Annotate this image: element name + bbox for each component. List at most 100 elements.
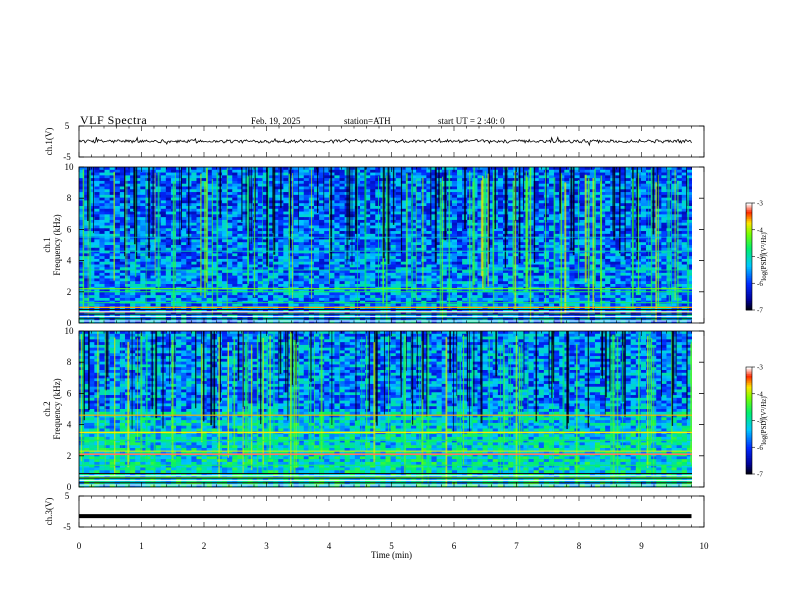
spectrogram-cell (104, 180, 110, 185)
spectrogram-cell (130, 183, 136, 187)
spectrogram-cell (426, 186, 432, 190)
spectrogram-cell (548, 247, 555, 251)
spectrogram-cell (79, 233, 85, 237)
spectrogram-cell (257, 180, 264, 185)
spectrogram-cell (334, 194, 340, 198)
spectrogram-cell (181, 245, 187, 249)
spectrogram-cell (625, 261, 631, 265)
spectrogram-cell (216, 233, 223, 237)
spectrogram-cell (574, 267, 580, 271)
spectrogram-cell (104, 172, 110, 176)
spectrogram-cell (646, 200, 652, 204)
spectrogram-cell (252, 258, 259, 263)
spectrogram-cell (165, 236, 172, 240)
spectrogram-cell (109, 214, 116, 218)
spectrogram-cell (84, 239, 90, 243)
spectrogram-cell (216, 275, 223, 279)
spectrogram-cell (508, 183, 514, 187)
spectrogram-cell (518, 247, 524, 251)
spectrogram-cell (564, 183, 570, 187)
spectrogram-cell (610, 264, 616, 268)
spectrogram-cell (554, 189, 560, 193)
spectrogram-cell (313, 261, 320, 265)
spectrogram-cell (273, 219, 279, 224)
spectrogram-cell (298, 267, 305, 271)
spectrogram-cell (661, 253, 667, 257)
spectrogram-cell (104, 192, 110, 196)
spectrogram-cell (232, 258, 238, 263)
spectrogram-cell (600, 258, 606, 263)
spectrogram-cell (661, 183, 667, 187)
spectrogram-cell (548, 258, 555, 263)
spectrogram-cell (487, 272, 494, 276)
spectrogram-cell (416, 247, 422, 251)
spectrogram-cell (216, 258, 223, 263)
spectrogram-cell (594, 172, 601, 176)
spectrogram-cell (457, 186, 463, 190)
spectrogram-cell (176, 172, 182, 176)
spectrogram-cell (451, 270, 458, 274)
spectrogram-cell (319, 239, 325, 243)
spectrogram-cell (140, 228, 146, 232)
spectrogram-cell (242, 172, 248, 176)
spectrogram-cell (610, 245, 616, 249)
spectrogram-cell (268, 281, 274, 285)
spectrogram-cell (574, 231, 580, 235)
spectrogram-cell (140, 267, 146, 271)
spectrogram-cell (89, 178, 95, 182)
spectrogram-cell (216, 225, 223, 229)
spectrogram-cell (574, 253, 580, 257)
spectrogram-cell (160, 236, 167, 240)
spectrogram-cell (370, 222, 376, 226)
spectrogram-cell (130, 264, 136, 268)
spectrogram-cell (671, 192, 677, 196)
spectrogram-cell (181, 242, 187, 246)
spectrogram-cell (564, 219, 570, 224)
spectrogram-cell (79, 208, 85, 212)
spectrogram-cell (252, 272, 259, 276)
spectrogram-cell (661, 169, 667, 173)
spectrogram-cell (319, 247, 325, 251)
spectrogram-cell (548, 178, 555, 182)
spectrogram-cell (564, 267, 570, 271)
spectrogram-cell (160, 206, 167, 210)
spectrogram-cell (600, 186, 606, 190)
spectrogram-cell (620, 178, 626, 182)
spectrogram-cell (477, 242, 483, 246)
spectrogram-cell (365, 203, 371, 207)
spectrogram-cell (313, 253, 320, 257)
spectrogram-cell (569, 256, 575, 260)
spectrogram-cell (186, 253, 192, 257)
spectrogram-cell (656, 225, 662, 229)
spectrogram-cell (99, 245, 105, 249)
spectrogram-cell (671, 236, 677, 240)
spectrogram-cell (594, 178, 601, 182)
spectrogram-cell (273, 183, 279, 187)
spectrogram-cell (262, 228, 269, 232)
spectrogram-cell (242, 264, 248, 268)
spectrogram-cell (114, 281, 121, 285)
spectrogram-cell (268, 186, 274, 190)
spectrogram-cell (145, 217, 151, 221)
spectrogram-cell (140, 208, 146, 212)
spectrogram-cell (646, 225, 652, 229)
spectrogram-cell (237, 197, 243, 201)
spectrogram-cell (104, 178, 110, 182)
spectrogram-cell (262, 231, 269, 235)
spectrogram-cell (497, 183, 504, 187)
spectrogram-cell (344, 261, 351, 265)
spectrogram-cell (119, 247, 126, 251)
spectrogram-cell (114, 222, 121, 226)
spectrogram-cell (375, 239, 381, 243)
spectrogram-cell (140, 258, 146, 263)
spectrogram-cell (257, 206, 264, 210)
spectrogram-cell (339, 211, 345, 215)
spectrogram-cell (324, 250, 330, 254)
spectrogram-cell (196, 275, 202, 279)
spectrogram-cell (288, 175, 294, 179)
spectrogram-cell (196, 203, 202, 207)
spectrogram-cell (676, 278, 683, 282)
spectrogram-cell (227, 194, 233, 198)
spectrogram-cell (283, 245, 289, 249)
spectrogram-cell (232, 217, 238, 221)
